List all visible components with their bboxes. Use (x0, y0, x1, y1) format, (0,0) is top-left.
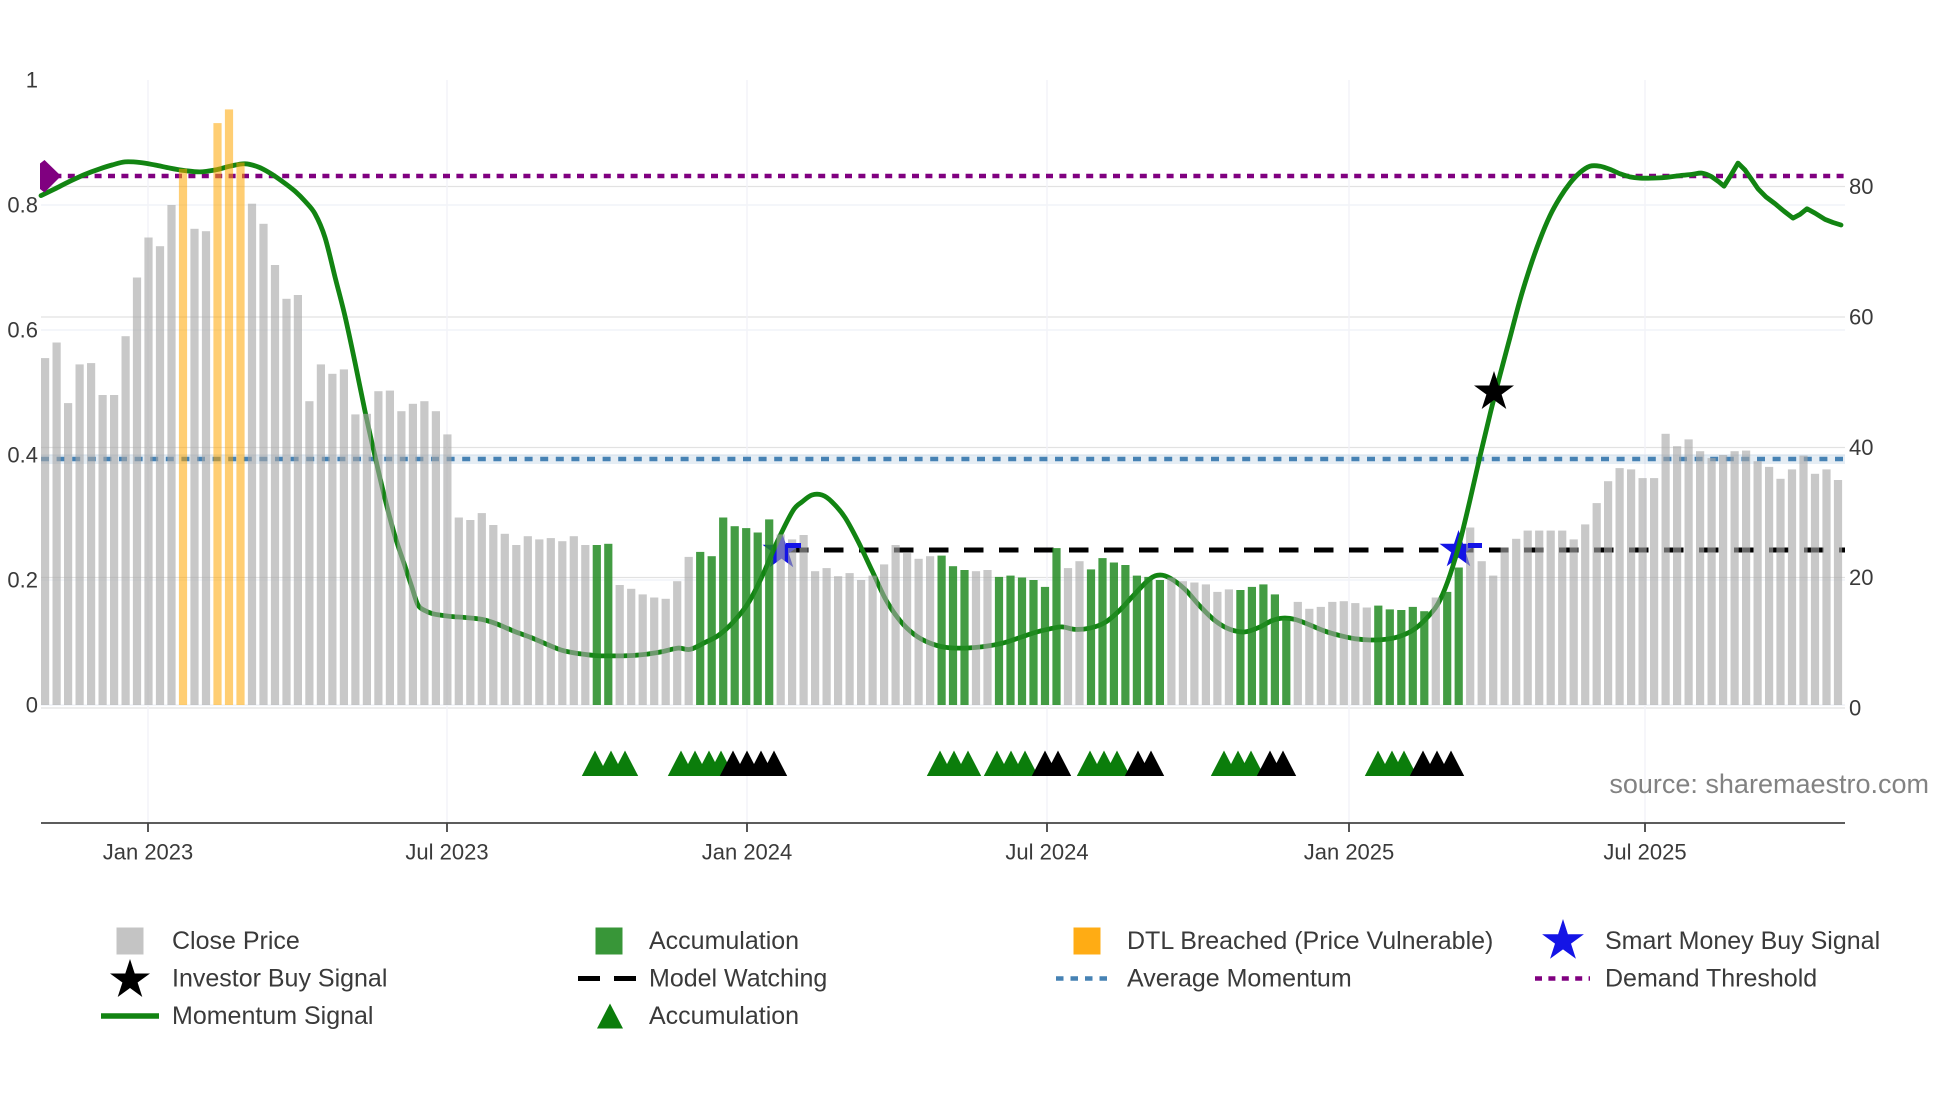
svg-text:80: 80 (1849, 174, 1873, 199)
svg-text:Jan 2024: Jan 2024 (702, 840, 793, 865)
svg-text:Investor Buy Signal: Investor Buy Signal (172, 965, 387, 993)
svg-text:DTL Breached (Price Vulnerable: DTL Breached (Price Vulnerable) (1127, 927, 1493, 955)
svg-text:Jul 2024: Jul 2024 (1005, 840, 1088, 865)
svg-text:Jul 2023: Jul 2023 (405, 840, 488, 865)
svg-text:0: 0 (26, 693, 38, 718)
svg-text:1: 1 (26, 68, 38, 93)
svg-text:Accumulation: Accumulation (649, 927, 799, 955)
svg-text:Close Price: Close Price (172, 927, 300, 955)
svg-text:Jan 2025: Jan 2025 (1304, 840, 1395, 865)
svg-text:Jul 2025: Jul 2025 (1603, 840, 1686, 865)
svg-text:Jan 2023: Jan 2023 (103, 840, 194, 865)
svg-text:Demand Threshold: Demand Threshold (1605, 965, 1817, 993)
svg-text:0: 0 (1849, 696, 1861, 721)
svg-text:Smart Money Buy Signal: Smart Money Buy Signal (1605, 927, 1880, 955)
svg-text:60: 60 (1849, 305, 1873, 330)
svg-text:40: 40 (1849, 435, 1873, 460)
svg-text:Accumulation: Accumulation (649, 1002, 799, 1030)
svg-text:Momentum Signal: Momentum Signal (172, 1002, 373, 1030)
svg-text:20: 20 (1849, 565, 1873, 590)
svg-text:0.6: 0.6 (7, 318, 38, 343)
svg-text:source: sharemaestro.com: source: sharemaestro.com (1609, 769, 1929, 799)
svg-text:0.8: 0.8 (7, 193, 38, 218)
svg-text:Average Momentum: Average Momentum (1127, 965, 1352, 993)
svg-text:0.4: 0.4 (7, 443, 38, 468)
svg-text:Model Watching: Model Watching (649, 965, 827, 993)
svg-text:0.2: 0.2 (7, 568, 38, 593)
